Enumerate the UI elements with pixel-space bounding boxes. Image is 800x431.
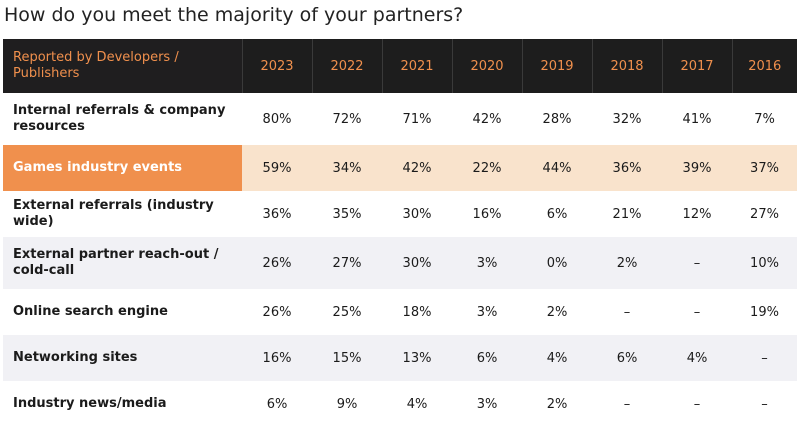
table-cell: 4% [662,335,732,381]
table-cell: 27% [312,237,382,289]
table-cell: 16% [452,191,522,237]
table-cell: 3% [452,237,522,289]
table-cell: 30% [382,191,452,237]
header-row: Reported by Developers / Publishers 2023… [3,39,797,93]
row-label: Games industry events [3,145,242,191]
table-cell: 34% [312,145,382,191]
table-cell: 72% [312,93,382,145]
column-header: 2019 [521,39,592,93]
column-header: 2017 [661,39,732,93]
table-cell: 42% [452,93,522,145]
table-cell: – [592,289,662,335]
row-label: Online search engine [3,289,242,335]
table-cell: 25% [312,289,382,335]
row-label: Networking sites [3,335,242,381]
table-cell: 21% [592,191,662,237]
column-header: 2020 [451,39,522,93]
table-cell: 4% [382,381,452,427]
table-cell: 41% [662,93,732,145]
table-row-highlighted: Games industry events 59% 34% 42% 22% 44… [3,145,797,191]
table-cell: 4% [522,335,592,381]
table-cell: 59% [242,145,312,191]
table-cell: 6% [452,335,522,381]
table-cell: 3% [452,289,522,335]
table-cell: 36% [592,145,662,191]
chart-title: How do you meet the majority of your par… [4,4,464,26]
row-label: External referrals (industry wide) [3,191,242,237]
table-cell: 6% [522,191,592,237]
table-row: External partner reach-out / cold-call 2… [3,237,797,289]
table-cell: 22% [452,145,522,191]
column-header: 2022 [311,39,382,93]
table-cell: 2% [592,237,662,289]
table-cell: 12% [662,191,732,237]
table-cell: 16% [242,335,312,381]
table-cell: 28% [522,93,592,145]
table-cell: – [732,335,797,381]
table-cell: 9% [312,381,382,427]
table-cell: – [592,381,662,427]
table-cell: 27% [732,191,797,237]
table-row: Networking sites 16% 15% 13% 6% 4% 6% 4%… [3,335,797,381]
table-row: Online search engine 26% 25% 18% 3% 2% –… [3,289,797,335]
table-cell: 39% [662,145,732,191]
table-cell: 35% [312,191,382,237]
data-table: Reported by Developers / Publishers 2023… [3,39,797,427]
table-cell: 6% [242,381,312,427]
row-label: Internal referrals & company resources [3,93,242,145]
table-cell: 30% [382,237,452,289]
table-cell: 26% [242,237,312,289]
row-header-label: Reported by Developers / Publishers [3,39,242,93]
table-cell: 3% [452,381,522,427]
table-cell: – [662,237,732,289]
table-cell: 2% [522,381,592,427]
table-cell: 36% [242,191,312,237]
table-cell: 18% [382,289,452,335]
column-header: 2016 [731,39,797,93]
table-cell: 26% [242,289,312,335]
table-cell: 0% [522,237,592,289]
table-cell: 80% [242,93,312,145]
row-label: Industry news/media [3,381,242,427]
table-cell: – [662,381,732,427]
table-cell: 10% [732,237,797,289]
row-label: External partner reach-out / cold-call [3,237,242,289]
column-header: 2023 [241,39,312,93]
table-cell: – [732,381,797,427]
table-row: External referrals (industry wide) 36% 3… [3,191,797,237]
table-cell: 32% [592,93,662,145]
column-header: 2018 [591,39,662,93]
table-cell: 42% [382,145,452,191]
table-cell: 2% [522,289,592,335]
table-cell: 37% [732,145,797,191]
column-header: 2021 [381,39,452,93]
table-cell: 6% [592,335,662,381]
table-cell: 15% [312,335,382,381]
table-row: Industry news/media 6% 9% 4% 3% 2% – – – [3,381,797,427]
table-row: Internal referrals & company resources 8… [3,93,797,145]
table-cell: – [662,289,732,335]
table-cell: 7% [732,93,797,145]
table-cell: 44% [522,145,592,191]
table-cell: 13% [382,335,452,381]
table-cell: 71% [382,93,452,145]
table-cell: 19% [732,289,797,335]
